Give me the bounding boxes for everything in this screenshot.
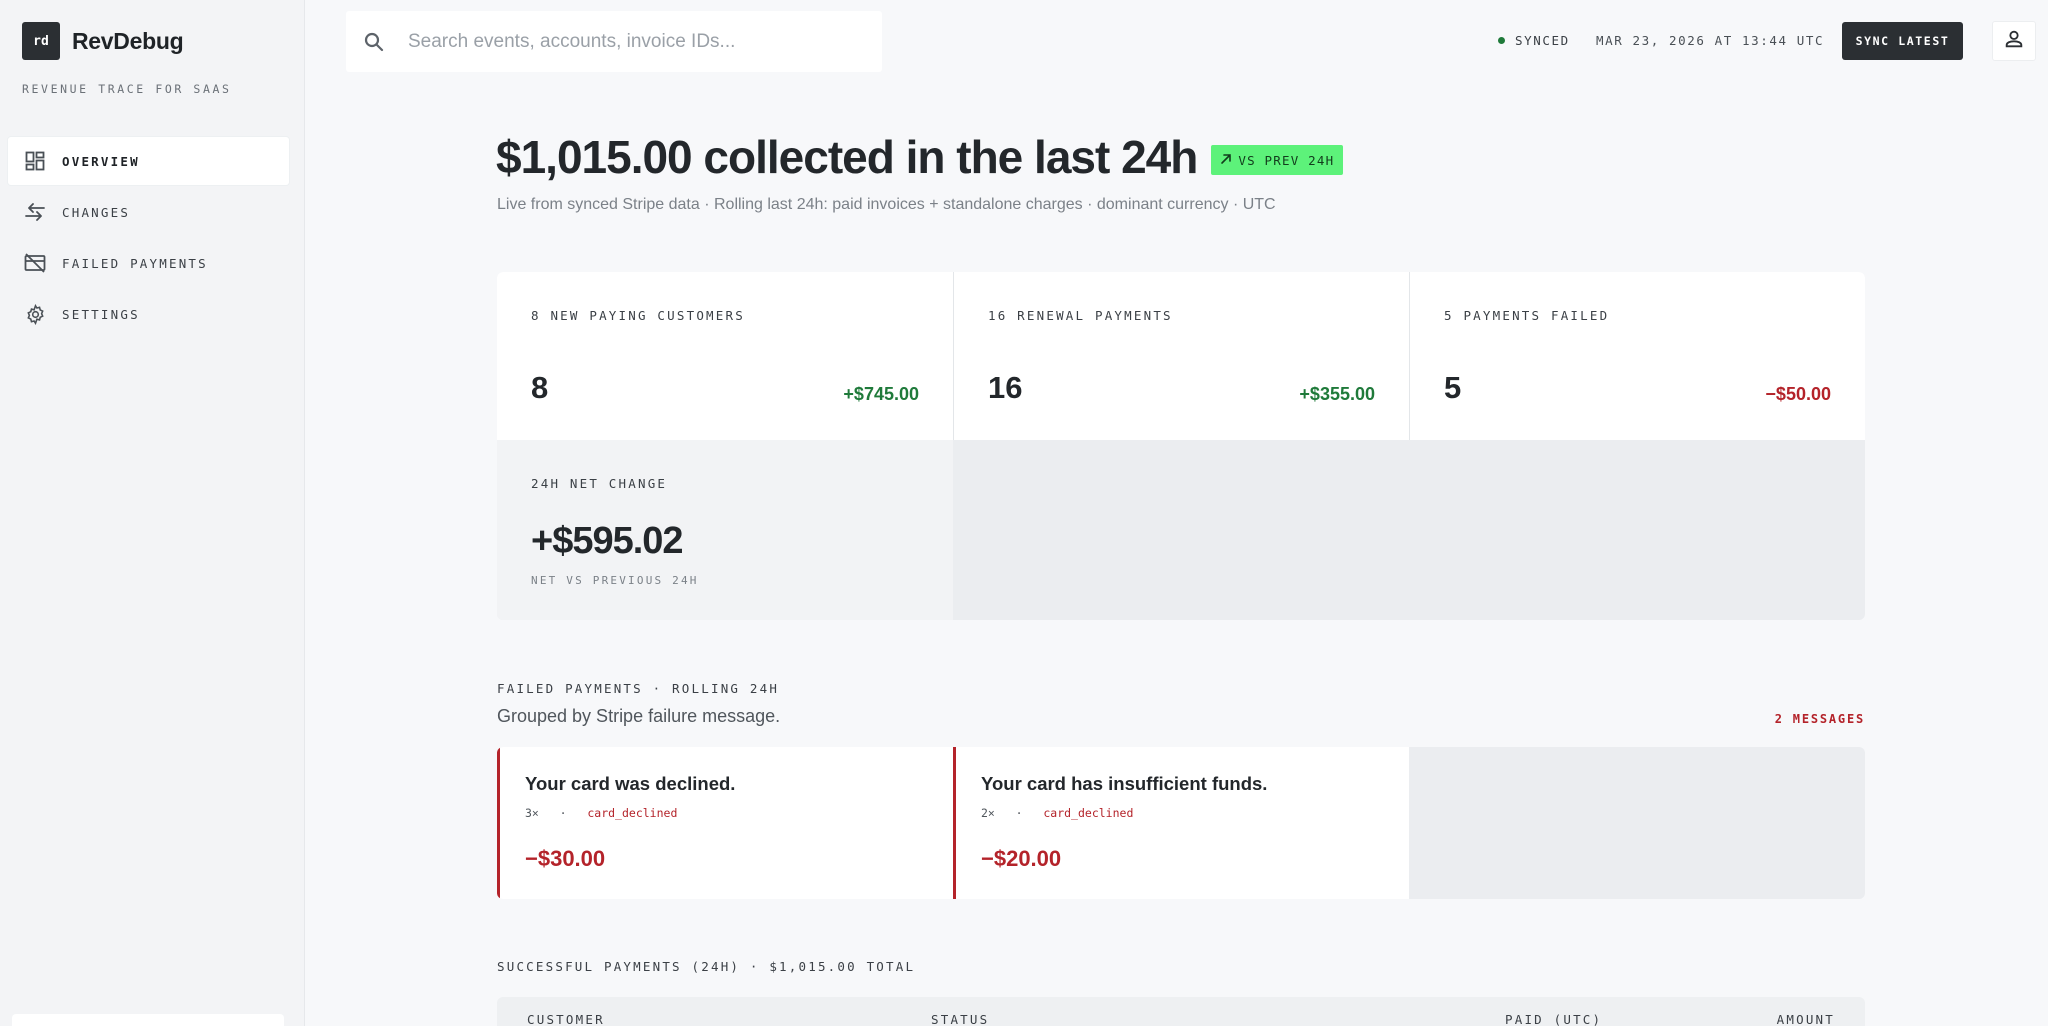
metric-delta: +$355.00 <box>1299 384 1375 404</box>
sidebar-item-failed-payments[interactable]: FAILED PAYMENTS <box>8 239 289 287</box>
sync-timestamp: MAR 23, 2026 AT 13:44 UTC <box>1596 33 1825 48</box>
sidebar-item-settings[interactable]: SETTINGS <box>8 290 289 338</box>
search-input[interactable] <box>408 11 868 72</box>
badge-label: VS PREV 24H <box>1238 152 1335 168</box>
net-change-card: 24H NET CHANGE +$595.02 NET VS PREVIOUS … <box>497 440 953 620</box>
net-change-sublabel: NET VS PREVIOUS 24H <box>531 574 699 587</box>
brand-tagline: REVENUE TRACE FOR SAAS <box>22 82 232 96</box>
failure-card[interactable]: Your card has insufficient funds. 2× · c… <box>953 747 1409 899</box>
failure-message: Your card has insufficient funds. <box>981 773 1268 794</box>
user-menu-button[interactable] <box>1992 21 2036 61</box>
sidebar-item-label: SETTINGS <box>62 306 140 322</box>
user-icon <box>2003 28 2025 55</box>
meta-separator: · <box>1015 806 1023 820</box>
metric-value: 5 <box>1444 370 1462 405</box>
failed-section-subtitle: Grouped by Stripe failure message. <box>497 706 781 726</box>
failure-message: Your card was declined. <box>525 773 736 794</box>
search-bar <box>346 11 882 72</box>
failed-section-label: FAILED PAYMENTS · ROLLING 24H <box>497 681 780 696</box>
sidebar-nav: OVERVIEW CHANGES FAILED PAYMENTS <box>8 137 289 341</box>
metric-delta: +$745.00 <box>843 384 919 404</box>
net-change-value: +$595.02 <box>531 520 684 562</box>
metric-card-failed[interactable]: 5 PAYMENTS FAILED 5 −$50.00 <box>1409 272 1865 440</box>
meta-separator: · <box>559 806 567 820</box>
swap-arrows-icon <box>24 201 46 223</box>
metrics-grid: 8 NEW PAYING CUSTOMERS 8 +$745.00 16 REN… <box>497 272 1865 620</box>
metric-label: 8 NEW PAYING CUSTOMERS <box>531 308 745 323</box>
page-title: $1,015.00 collected in the last 24h <box>496 131 1198 183</box>
failure-meta: 3× · card_declined <box>525 806 677 820</box>
sidebar-footer-card <box>12 1014 284 1026</box>
gear-icon <box>24 303 46 325</box>
metric-card-renewals[interactable]: 16 RENEWAL PAYMENTS 16 +$355.00 <box>953 272 1409 440</box>
dashboard-icon <box>24 150 46 172</box>
card-off-icon <box>24 252 46 274</box>
page-subtitle: Live from synced Stripe data · Rolling l… <box>497 196 1276 213</box>
search-icon <box>362 30 386 54</box>
failure-count: 2× <box>981 806 995 820</box>
brand[interactable]: rd RevDebug <box>22 22 184 60</box>
sync-status-label: SYNCED <box>1515 33 1570 48</box>
failure-meta: 2× · card_declined <box>981 806 1133 820</box>
metric-label: 5 PAYMENTS FAILED <box>1444 308 1610 323</box>
failure-amount: −$20.00 <box>981 846 1062 871</box>
metric-card-new-customers[interactable]: 8 NEW PAYING CUSTOMERS 8 +$745.00 <box>497 272 953 440</box>
failure-card[interactable]: Your card was declined. 3× · card_declin… <box>497 747 953 899</box>
net-change-label: 24H NET CHANGE <box>531 476 668 491</box>
sidebar-item-label: CHANGES <box>62 204 131 220</box>
failure-code: card_declined <box>1043 806 1134 820</box>
sidebar-item-overview[interactable]: OVERVIEW <box>8 137 289 185</box>
column-header-status[interactable]: STATUS <box>931 1012 990 1026</box>
failed-payments-grid: Your card was declined. 3× · card_declin… <box>497 747 1865 899</box>
column-header-customer[interactable]: CUSTOMER <box>527 1012 605 1026</box>
sync-latest-button[interactable]: SYNC LATEST <box>1842 22 1963 60</box>
failure-amount: −$30.00 <box>525 846 606 871</box>
metric-value: 8 <box>531 370 549 405</box>
sidebar-item-label: FAILED PAYMENTS <box>62 255 208 271</box>
column-header-amount[interactable]: AMOUNT <box>1776 1012 1835 1026</box>
metric-delta: −$50.00 <box>1765 384 1831 404</box>
sidebar-item-label: OVERVIEW <box>62 153 140 169</box>
failure-count: 3× <box>525 806 539 820</box>
sidebar: rd RevDebug REVENUE TRACE FOR SAAS OVERV… <box>0 0 305 1026</box>
failed-message-count: 2 MESSAGES <box>1774 712 1865 726</box>
successful-section-label: SUCCESSFUL PAYMENTS (24H) · $1,015.00 TO… <box>497 959 916 974</box>
sync-status: SYNCED <box>1498 33 1570 48</box>
status-dot-icon <box>1498 37 1505 44</box>
metric-value: 16 <box>988 370 1023 405</box>
metric-label: 16 RENEWAL PAYMENTS <box>988 308 1173 323</box>
brand-name: RevDebug <box>72 27 184 54</box>
sidebar-item-changes[interactable]: CHANGES <box>8 188 289 236</box>
headline: $1,015.00 collected in the last 24h VS P… <box>496 130 1344 184</box>
failure-code: card_declined <box>587 806 678 820</box>
comparison-badge: VS PREV 24H <box>1211 145 1344 175</box>
arrow-up-right-icon <box>1220 153 1238 168</box>
column-header-paid[interactable]: PAID (UTC) <box>1505 1012 1603 1026</box>
successful-payments-table-header: CUSTOMER STATUS PAID (UTC) AMOUNT <box>497 997 1865 1026</box>
brand-logo: rd <box>22 22 60 60</box>
